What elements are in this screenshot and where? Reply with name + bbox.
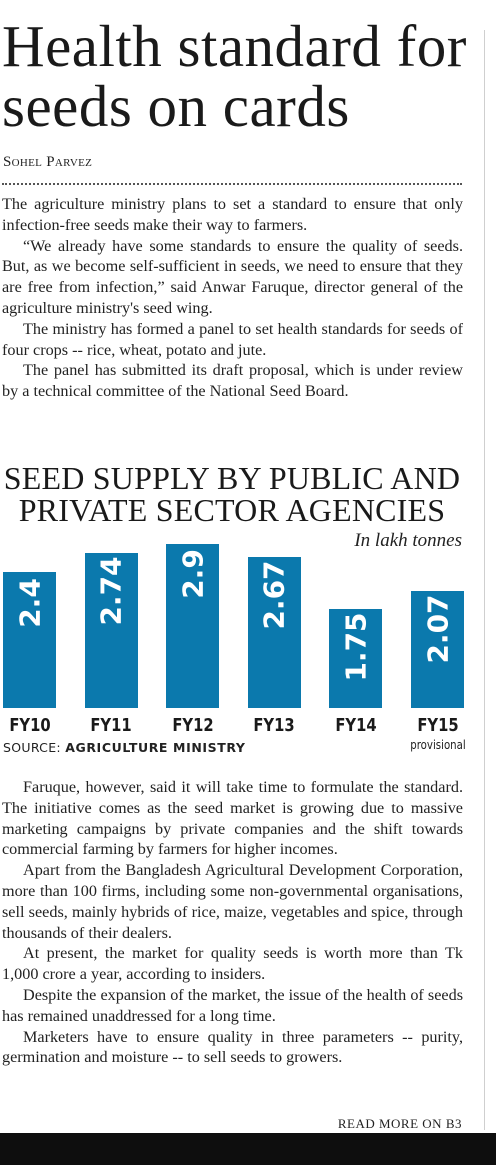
paragraph: The panel has submitted its draft propos… [2,361,463,401]
x-tick-note: provisional [409,738,466,752]
x-tick-label: FY11 [90,715,132,736]
article-body-bottom: Faruque, however, said it will take time… [2,777,463,1068]
x-tick-label: FY13 [253,715,295,736]
paragraph: “We already have some standards to ensur… [2,236,463,317]
chart-title: SEED SUPPLY BY PUBLIC AND PRIVATE SECTOR… [3,460,461,528]
paragraph: The ministry has formed a panel to set h… [2,319,463,359]
x-tick-label: FY10 [8,715,51,736]
x-tick-label: FY15 [416,715,459,736]
headline: Health standard for seeds on cards [2,13,467,139]
bar-value-label: 2.67 [257,560,291,630]
paragraph: Apart from the Bangladesh Agricultural D… [2,861,463,942]
chart-bar-fy15 [411,590,464,708]
x-tick-label: FY12 [172,715,214,736]
source-prefix: SOURCE: [3,740,66,755]
chart-bar-fy13 [247,556,301,708]
byline: Sohel Parvez [3,154,93,170]
chart-bar-fy11 [84,552,138,708]
chart-bar-fy12 [166,543,220,708]
chart-unit-label: In lakh tonnes [354,530,462,551]
chart-bar-fy14 [329,608,383,708]
column-rule [484,30,485,1130]
bar-value-label: 2.4 [13,577,46,628]
x-tick-label: FY14 [335,715,377,736]
paragraph: Despite the expansion of the market, the… [2,985,463,1025]
paragraph: At present, the market for quality seeds… [2,944,463,984]
article-body-top: The agriculture ministry plans to set a … [2,194,463,402]
paragraph: Marketers have to ensure quality in thre… [2,1027,463,1067]
paragraph: Faruque, however, said it will take time… [2,778,463,859]
bar-value-label: 1.75 [339,612,373,682]
dotted-divider [2,183,462,185]
paragraph: The agriculture ministry plans to set a … [2,195,463,234]
chart-source: SOURCE: AGRICULTURE MINISTRY [3,740,246,755]
chart-bar-fy10 [3,572,56,708]
read-more-link[interactable]: READ MORE ON B3 [337,1116,462,1131]
bar-value-label: 2.74 [94,556,128,626]
page-footer-band [0,1133,496,1165]
bar-value-label: 2.07 [421,594,454,664]
source-name: AGRICULTURE MINISTRY [65,740,246,755]
bar-value-label: 2.9 [176,549,210,599]
